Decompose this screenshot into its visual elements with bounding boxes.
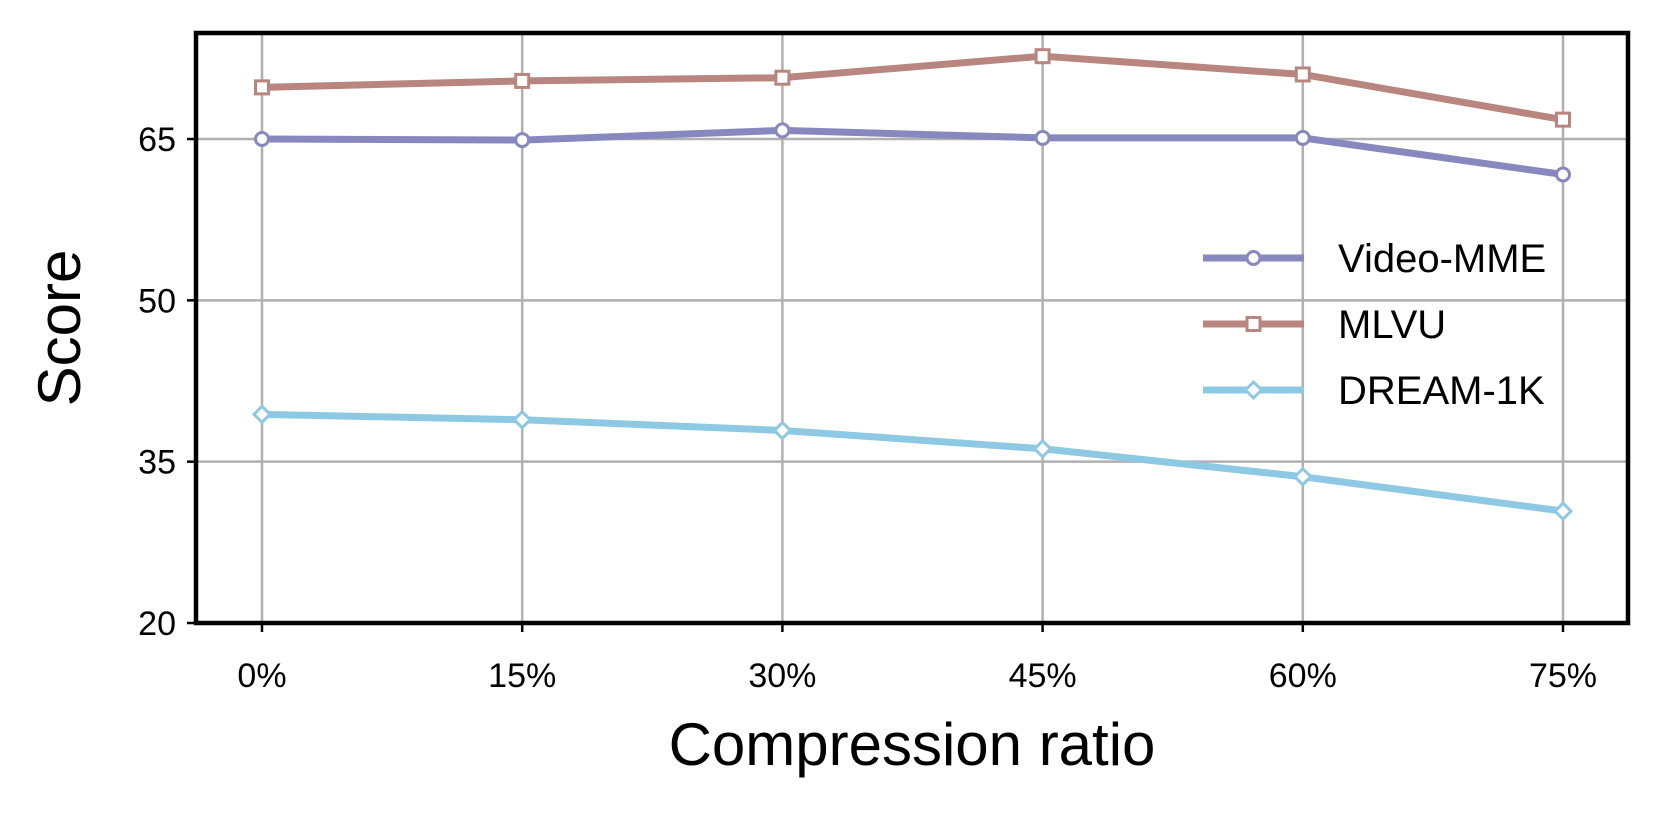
series-video-mme xyxy=(254,122,1571,183)
legend-marker xyxy=(1245,250,1262,266)
y-tick-label: 65 xyxy=(138,121,176,159)
data-point xyxy=(774,122,791,139)
data-point xyxy=(254,79,270,96)
data-point xyxy=(1034,48,1051,65)
data-point xyxy=(1294,129,1311,146)
legend-label: DREAM-1K xyxy=(1338,369,1545,413)
data-point xyxy=(1032,438,1053,459)
data-point xyxy=(772,420,793,441)
legend-entry: Video-MME xyxy=(1203,237,1546,281)
plot-frame xyxy=(193,30,1631,626)
series-dream-1k xyxy=(251,404,1574,522)
series-mlvu xyxy=(254,48,1571,128)
data-point xyxy=(1555,166,1571,183)
y-axis-title: Score xyxy=(26,250,93,407)
series-line xyxy=(261,52,1564,124)
data-point xyxy=(512,409,533,430)
ticks: 0% 15% 30% 45% 60% 75% 20 35 50 65 xyxy=(138,121,1597,695)
legend-entry: DREAM-1K xyxy=(1203,369,1545,413)
legend-marker xyxy=(1245,316,1262,332)
x-tick-label: 15% xyxy=(488,657,556,695)
legend: Video-MME MLVU DREAM-1K xyxy=(1203,237,1546,413)
data-point xyxy=(1552,501,1574,522)
x-axis-title: Compression ratio xyxy=(669,711,1156,778)
x-tick-label: 30% xyxy=(748,657,816,695)
data-point xyxy=(1555,111,1571,128)
y-tick-label: 35 xyxy=(138,444,176,482)
data-point xyxy=(514,72,531,89)
data-point xyxy=(254,131,270,147)
data-point xyxy=(251,404,273,425)
y-tick-label: 20 xyxy=(138,605,176,643)
data-point xyxy=(1292,466,1313,487)
data-point xyxy=(774,69,791,86)
series-line xyxy=(261,410,1564,515)
data-point xyxy=(514,132,531,149)
x-tick-label: 60% xyxy=(1269,657,1337,695)
x-tick-label: 45% xyxy=(1009,657,1077,695)
series-lines xyxy=(251,48,1574,522)
legend-label: Video-MME xyxy=(1338,237,1546,281)
x-tick-label: 0% xyxy=(237,657,286,695)
data-point xyxy=(1294,66,1311,83)
legend-marker xyxy=(1243,379,1264,401)
legend-label: MLVU xyxy=(1338,303,1446,347)
series-line xyxy=(261,126,1564,178)
data-point xyxy=(1034,129,1051,146)
y-tick-label: 50 xyxy=(138,282,176,320)
legend-entry: MLVU xyxy=(1203,303,1446,347)
x-tick-label: 75% xyxy=(1529,657,1597,695)
